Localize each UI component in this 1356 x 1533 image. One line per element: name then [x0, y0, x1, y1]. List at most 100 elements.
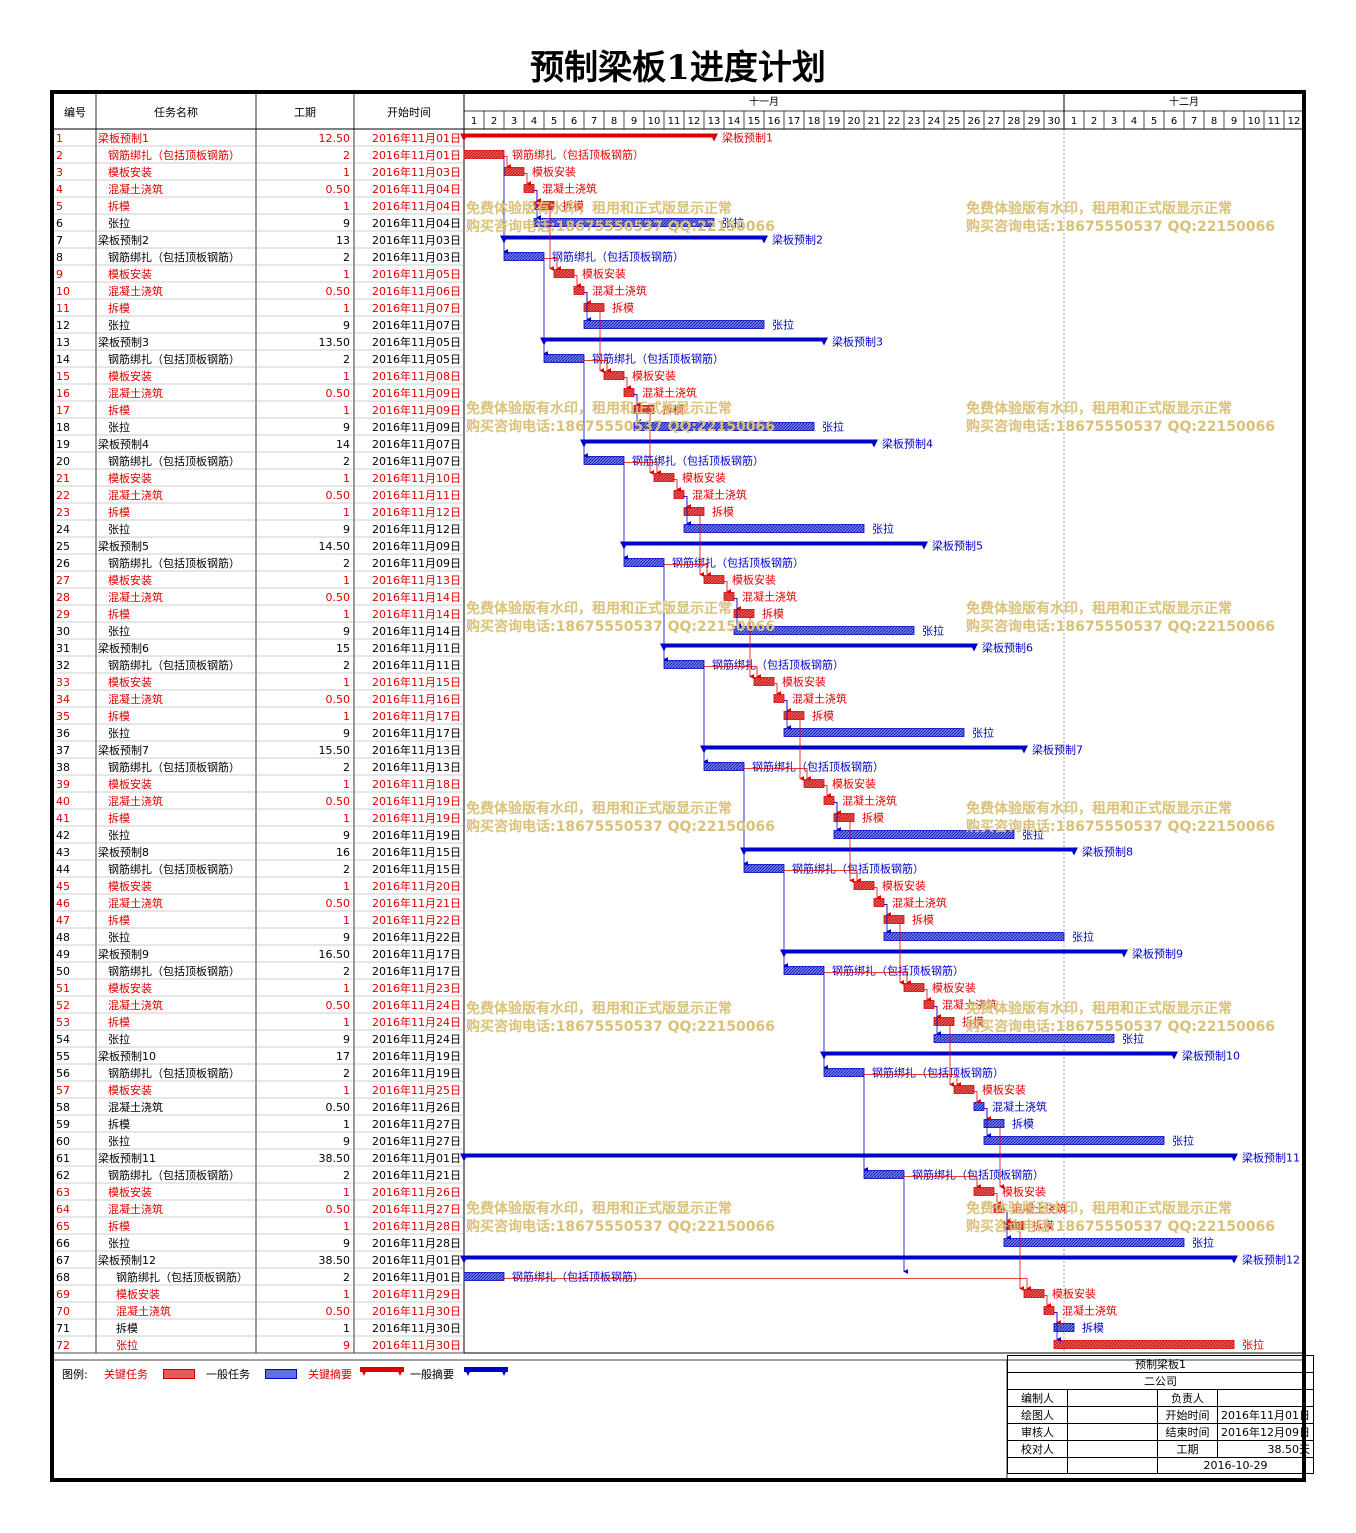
task-start: 2016年11月27日	[372, 1134, 461, 1148]
task-name: 梁板预制9	[98, 947, 149, 961]
task-duration: 2	[343, 863, 350, 876]
info-project: 预制梁板1	[1007, 1355, 1314, 1373]
task-bar	[903, 983, 925, 992]
task-start: 2016年11月14日	[372, 590, 461, 604]
info-drawer-label: 绘图人	[1007, 1406, 1068, 1424]
task-duration: 1	[343, 982, 350, 995]
task-start: 2016年11月16日	[372, 692, 461, 706]
task-duration: 0.50	[326, 693, 351, 706]
task-name: 模板安装	[108, 1083, 152, 1097]
task-bar	[1003, 1238, 1185, 1247]
task-duration: 1	[343, 302, 350, 315]
task-name: 混凝土浇筑	[108, 182, 163, 196]
bar-label: 钢筋绑扎（包括顶板钢筋）	[632, 454, 764, 468]
dependency-link	[904, 1176, 981, 1189]
task-id: 23	[56, 506, 70, 519]
dependency-link	[834, 802, 841, 832]
bar-label: 混凝土浇筑	[692, 488, 747, 502]
dependency-link	[684, 496, 691, 509]
task-start: 2016年11月25日	[372, 1083, 461, 1097]
task-duration: 1	[343, 1084, 350, 1097]
task-start: 2016年11月23日	[372, 981, 461, 995]
task-name: 梁板预制8	[98, 845, 149, 859]
legend-normal-task-label: 一般任务	[206, 1368, 250, 1381]
summary-bar	[544, 337, 824, 342]
task-start: 2016年11月07日	[372, 454, 461, 468]
task-start: 2016年11月26日	[372, 1185, 461, 1199]
month-label: 十二月	[1169, 95, 1199, 108]
task-name: 梁板预制10	[98, 1049, 156, 1063]
bar-label: 拆模	[812, 709, 834, 723]
task-id: 40	[56, 795, 70, 808]
day-tick-label: 11	[1268, 116, 1281, 127]
bar-label: 张拉	[872, 522, 894, 536]
dependency-link	[734, 598, 741, 628]
task-name: 梁板预制2	[98, 233, 149, 247]
task-bar	[733, 626, 915, 635]
task-start: 2016年11月24日	[372, 1015, 461, 1029]
task-bar	[783, 711, 805, 720]
dependency-link	[824, 972, 911, 985]
day-tick-label: 5	[551, 116, 557, 127]
task-bar	[973, 1187, 995, 1196]
dependency-link	[584, 360, 611, 373]
task-bar	[623, 388, 635, 397]
task-name: 钢筋绑扎（包括顶板钢筋）	[108, 250, 240, 264]
task-id: 13	[56, 336, 70, 349]
dependency-link	[1054, 1312, 1061, 1342]
task-id: 68	[56, 1271, 70, 1284]
dependency-link	[624, 462, 661, 475]
info-blank	[1067, 1457, 1158, 1474]
legend-critical-task-swatch	[163, 1369, 195, 1379]
task-start: 2016年11月28日	[372, 1219, 461, 1233]
task-start: 2016年11月01日	[372, 131, 461, 145]
task-bar	[983, 1119, 1005, 1128]
dependency-link	[524, 173, 531, 186]
dependency-link	[584, 292, 591, 322]
task-id: 36	[56, 727, 70, 740]
task-duration: 2	[343, 1169, 350, 1182]
summary-bar	[704, 745, 1024, 750]
task-id: 57	[56, 1084, 70, 1097]
summary-bar	[824, 1051, 1174, 1056]
task-duration: 14.50	[319, 540, 351, 553]
task-name: 模板安装	[108, 1185, 152, 1199]
task-id: 59	[56, 1118, 70, 1131]
task-duration: 1	[343, 812, 350, 825]
bar-label: 梁板预制10	[1182, 1049, 1240, 1063]
task-bar	[783, 728, 965, 737]
task-name: 模板安装	[108, 777, 152, 791]
info-company: 二公司	[1007, 1372, 1314, 1390]
summary-bar-cap	[460, 1255, 468, 1264]
day-tick-label: 8	[1211, 116, 1217, 127]
legend-normal-task-swatch	[265, 1369, 297, 1379]
bar-label: 钢筋绑扎（包括顶板钢筋）	[512, 1270, 644, 1284]
task-id: 45	[56, 880, 70, 893]
day-tick-label: 13	[708, 116, 721, 127]
task-id: 67	[56, 1254, 70, 1267]
task-id: 14	[56, 353, 70, 366]
bar-label: 模板安装	[982, 1083, 1026, 1097]
task-start: 2016年11月18日	[372, 777, 461, 791]
task-start: 2016年11月19日	[372, 811, 461, 825]
task-start: 2016年11月05日	[372, 352, 461, 366]
day-tick-label: 24	[928, 116, 941, 127]
task-name: 梁板预制5	[98, 539, 149, 553]
task-id: 64	[56, 1203, 70, 1216]
task-start: 2016年11月15日	[372, 845, 461, 859]
task-bar	[663, 660, 705, 669]
task-id: 11	[56, 302, 70, 315]
summary-bar-cap	[710, 133, 718, 142]
task-start: 2016年11月17日	[372, 947, 461, 961]
bar-label: 拆模	[962, 1015, 984, 1029]
legend-normal-summary-label: 一般摘要	[410, 1368, 454, 1381]
task-name: 钢筋绑扎（包括顶板钢筋）	[108, 760, 240, 774]
task-start: 2016年11月14日	[372, 624, 461, 638]
task-name: 模板安装	[108, 369, 152, 383]
task-duration: 2	[343, 353, 350, 366]
bar-label: 模板安装	[732, 573, 776, 587]
info-editor-value	[1067, 1389, 1158, 1407]
bar-label: 拆模	[1082, 1321, 1104, 1335]
page-title: 预制梁板1进度计划	[530, 48, 826, 88]
task-start: 2016年11月19日	[372, 1066, 461, 1080]
